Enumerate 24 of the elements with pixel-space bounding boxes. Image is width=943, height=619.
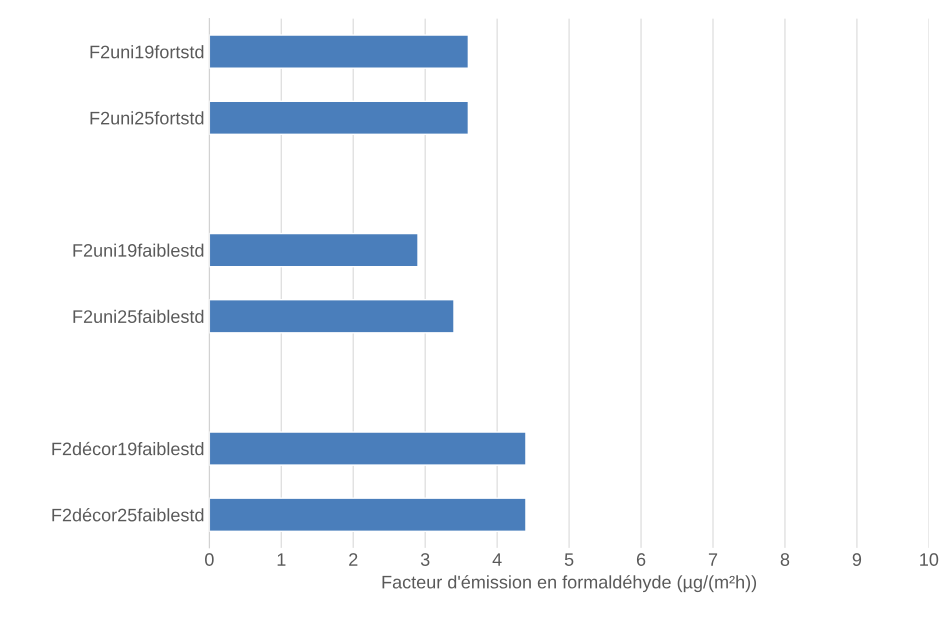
bar [209, 232, 419, 268]
bar [209, 431, 527, 466]
y-tick-label: F2uni19fortstd [90, 45, 204, 58]
x-tick-label: 6 [636, 553, 646, 566]
bar [209, 299, 455, 334]
x-tick-label: 5 [564, 553, 574, 566]
y-tick-label: F2décor19faiblestd [52, 442, 204, 456]
x-axis-title: Facteur d'émission en formaldéhyde (µg/(m²h)) [382, 575, 756, 592]
x-tick-label: 10 [920, 553, 938, 566]
x-tick-label: 1 [278, 553, 286, 566]
x-tick-label: 9 [852, 553, 862, 566]
y-tick-label: F2uni19faiblestd [73, 244, 204, 257]
y-tick-label: F2uni25faiblestd [73, 310, 204, 323]
x-tick-label: 0 [205, 553, 214, 566]
bar [209, 100, 470, 136]
y-tick-label: F2uni25fortstd [90, 111, 204, 125]
x-tick-label: 7 [708, 553, 718, 566]
x-tick-label: 2 [349, 553, 358, 566]
bar [209, 34, 470, 69]
x-tick-label: 4 [492, 553, 502, 566]
y-tick-label: F2décor25faiblestd [52, 508, 204, 522]
bar [209, 498, 527, 532]
x-tick-label: 8 [780, 553, 790, 566]
x-tick-label: 3 [420, 553, 430, 566]
